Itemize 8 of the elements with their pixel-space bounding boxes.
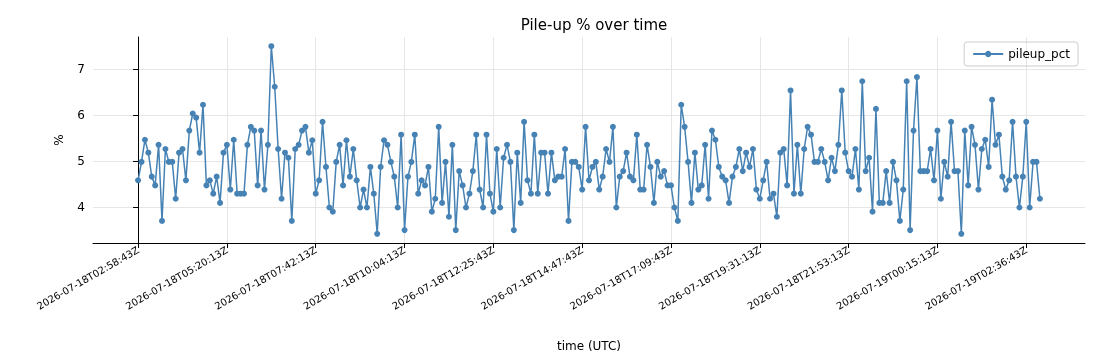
y-tick-label: 7 <box>77 61 85 76</box>
y-axis-title: % <box>52 134 66 146</box>
y-tick-label: 6 <box>77 107 85 122</box>
y-tick-label: 4 <box>77 200 85 215</box>
x-axis-title: time (UTC) <box>556 339 622 353</box>
legend-label: pileup_pct <box>1008 47 1071 61</box>
chart-title: Pile-up % over time <box>520 15 668 34</box>
y-tick-label: 5 <box>77 153 85 168</box>
